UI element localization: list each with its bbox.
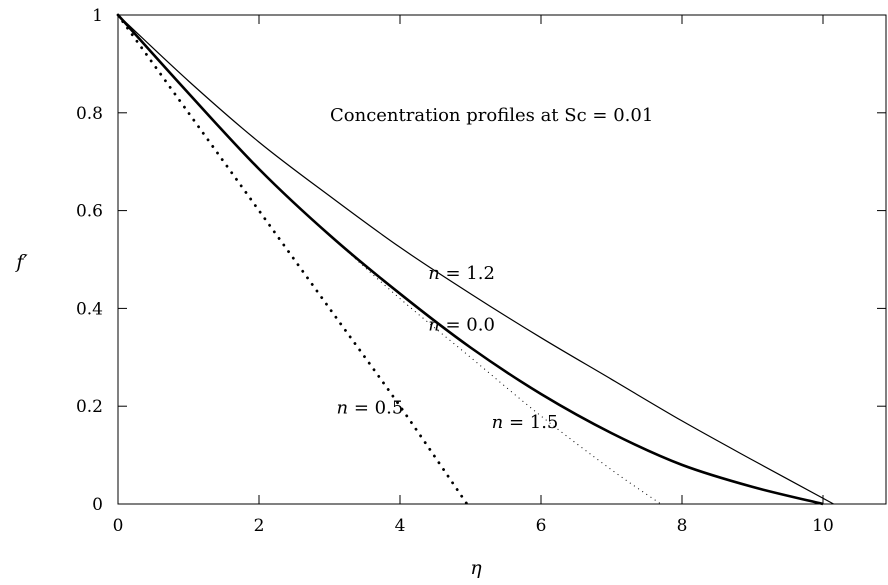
- series-line-0: [117, 14, 834, 505]
- y-tick-label: 0.2: [76, 397, 103, 417]
- x-tick-label: 10: [812, 516, 834, 536]
- annotation-variable: n: [492, 412, 504, 433]
- x-tick-label: 8: [677, 516, 688, 536]
- y-tick-label: 0.8: [76, 104, 103, 124]
- curve-annotations: n = 1.2n = 0.0n = 0.5n = 1.5: [337, 263, 559, 433]
- chart-title: Concentration profiles at Sc = 0.01: [330, 105, 653, 126]
- annotation-value: = 0.5: [348, 398, 403, 419]
- y-tick-label: 0: [92, 495, 103, 515]
- y-tick-label: 1: [92, 6, 103, 26]
- plot-frame: [117, 14, 887, 505]
- series-line-2: [117, 14, 662, 505]
- curve-annotation: n = 1.2: [428, 263, 495, 284]
- y-tick-label: 0.6: [76, 202, 103, 222]
- x-tick-label: 2: [254, 516, 265, 536]
- annotation-variable: n: [428, 314, 440, 335]
- x-tick-label: 4: [395, 516, 406, 536]
- curve-annotation: n = 1.5: [492, 412, 559, 433]
- y-tick-label: 0.4: [76, 299, 103, 319]
- y-axis-label: f′: [14, 251, 28, 273]
- curve-annotation: n = 0.0: [428, 314, 495, 335]
- annotation-variable: n: [428, 263, 440, 284]
- series-lines: [116, 13, 834, 506]
- x-tick-label: 6: [536, 516, 547, 536]
- annotation-value: = 1.5: [503, 412, 558, 433]
- axis-ticks: 0 2 4 6 8 10 0 0.2 0.4 0.6 0.8 1: [76, 6, 886, 536]
- series-line-3: [116, 13, 469, 506]
- annotation-value: = 1.2: [440, 263, 495, 284]
- curve-annotation: n = 0.5: [337, 398, 404, 419]
- x-axis-label: η: [470, 557, 482, 579]
- x-tick-label: 0: [113, 516, 124, 536]
- annotation-value: = 0.0: [440, 314, 495, 335]
- series-line-1: [117, 14, 824, 506]
- annotation-variable: n: [337, 398, 349, 419]
